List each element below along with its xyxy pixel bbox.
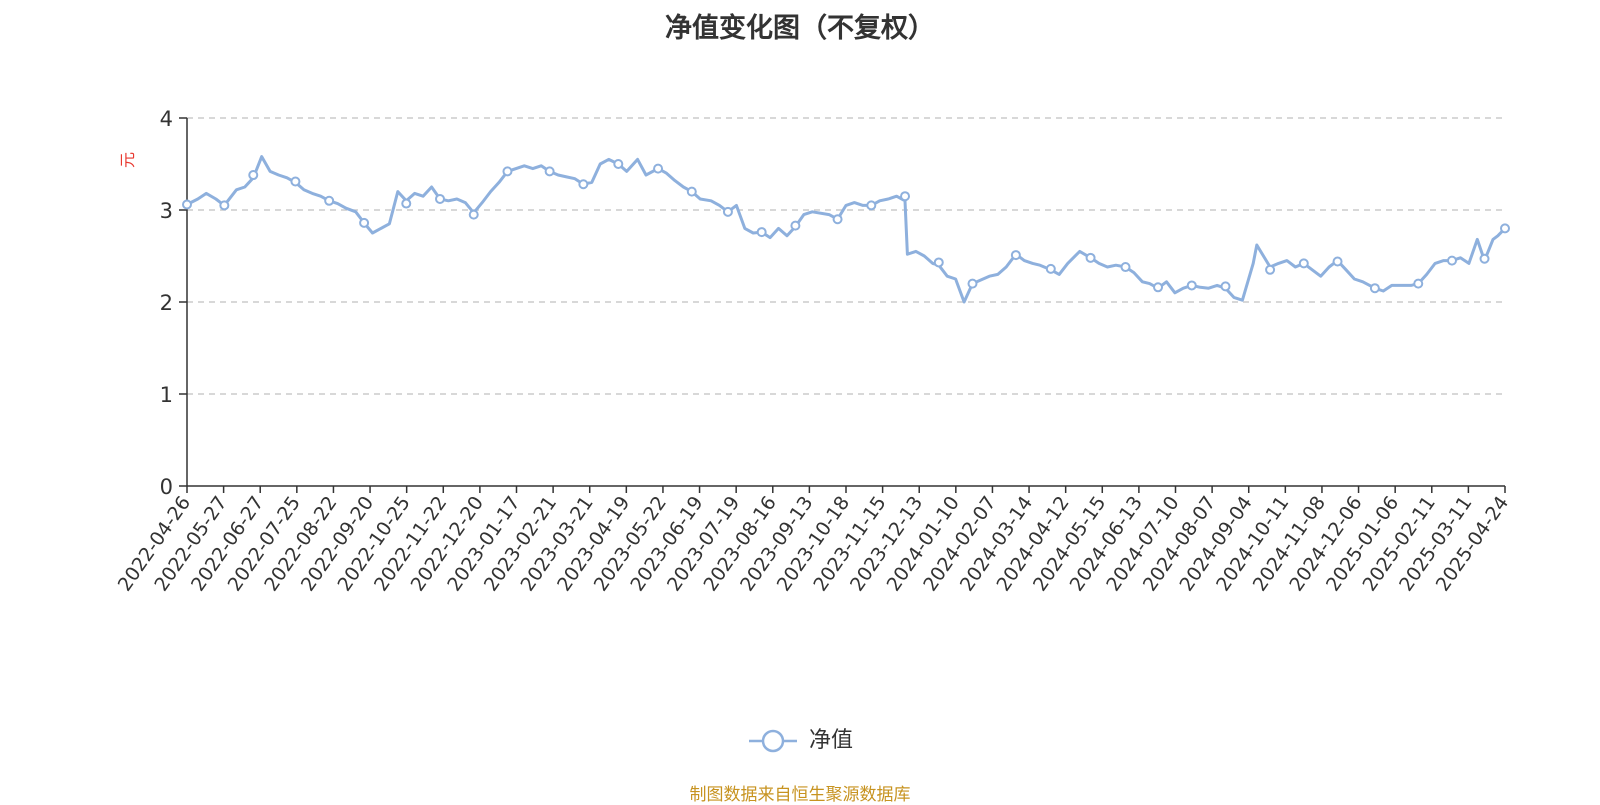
data-point [468, 209, 479, 220]
legend[interactable]: 净值 [0, 722, 1600, 755]
data-point [1332, 256, 1343, 267]
data-point [653, 163, 664, 174]
data-point [967, 278, 978, 289]
y-tick-label: 3 [160, 199, 173, 223]
grid-lines [187, 117, 1505, 395]
data-point [1479, 253, 1490, 264]
data-point [686, 186, 697, 197]
source-note: 制图数据来自恒生聚源数据库 [689, 785, 911, 805]
data-point [1369, 283, 1380, 294]
legend-line-marker-icon [748, 729, 797, 753]
data-point [401, 198, 412, 209]
data-point [900, 191, 911, 202]
data-point [1220, 281, 1231, 292]
data-point [219, 200, 230, 211]
series-line [185, 155, 1507, 304]
data-point [544, 166, 555, 177]
data-point [578, 179, 589, 190]
y-tick-label: 4 [160, 107, 173, 131]
legend-label: 净值 [808, 728, 853, 753]
y-tick-label: 2 [160, 291, 173, 315]
y-tick-label: 1 [160, 383, 173, 407]
y-tick-labels: 0 1 2 3 4 [160, 107, 173, 499]
data-point [722, 206, 733, 217]
y-tick-label: 0 [160, 475, 173, 499]
data-point [933, 257, 944, 268]
data-point [248, 170, 259, 181]
data-point [1085, 252, 1096, 263]
data-point [1120, 262, 1131, 273]
data-point [359, 217, 370, 228]
data-point [1413, 278, 1424, 289]
data-point [502, 166, 513, 177]
data-point [434, 193, 445, 204]
series-nav [182, 155, 1510, 304]
y-axis-label: 元 [118, 152, 137, 168]
data-point [1186, 280, 1197, 291]
data-point [1265, 264, 1276, 275]
data-point [1446, 255, 1457, 266]
data-point [1298, 258, 1309, 269]
data-point [324, 195, 335, 206]
data-point [1045, 263, 1056, 274]
data-point [790, 220, 801, 231]
data-point [1153, 282, 1164, 293]
data-point [182, 199, 192, 210]
axes [179, 117, 1506, 493]
data-point [290, 176, 301, 187]
data-point [1500, 223, 1510, 234]
data-point [866, 200, 877, 211]
chart-title: 净值变化图（不复权） [665, 13, 935, 44]
data-point [756, 227, 767, 238]
data-point [1010, 250, 1021, 261]
data-point [832, 214, 843, 225]
data-point [613, 159, 624, 169]
x-tick-labels: 2022-04-262022-05-272022-06-272022-07-25… [114, 492, 1513, 595]
